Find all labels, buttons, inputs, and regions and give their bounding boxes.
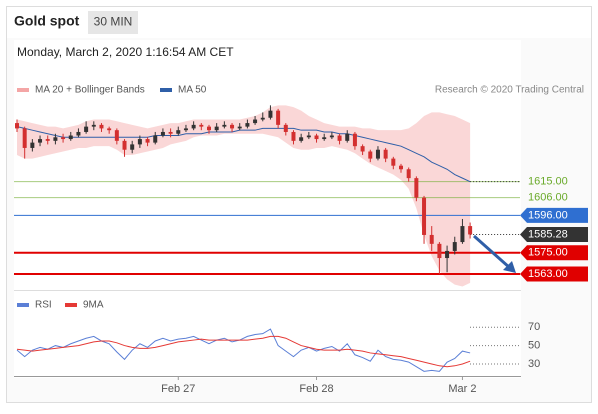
candle-body: [91, 124, 96, 127]
y-tick-label: 50: [528, 339, 540, 351]
candle-body: [314, 135, 319, 140]
candle-body: [168, 131, 173, 134]
forecast-arrowhead: [503, 261, 516, 273]
x-tick-label: Feb 27: [161, 383, 195, 395]
legend-label: RSI: [35, 300, 52, 311]
candle-body: [61, 137, 66, 140]
legend-swatch: [65, 303, 77, 307]
candle-body: [245, 123, 250, 127]
candle-body: [437, 243, 442, 259]
candle-body: [283, 124, 288, 132]
level-label: 1585.28: [528, 228, 568, 240]
candle-body: [53, 137, 58, 141]
candle-body: [253, 119, 258, 124]
candle-body: [383, 149, 388, 159]
candle-body: [352, 133, 357, 147]
candle-body: [414, 178, 419, 198]
level-tag: [520, 266, 588, 282]
candle-body: [45, 139, 50, 141]
candle-body: [15, 123, 19, 129]
candle-body: [191, 124, 196, 129]
timeframe-badge[interactable]: [88, 11, 138, 34]
candle-body: [445, 250, 450, 259]
candle-body: [299, 137, 304, 141]
candle-body: [452, 242, 457, 251]
candle-body: [276, 110, 281, 125]
rsi-line: [16, 328, 471, 372]
level-label: 1563.00: [528, 268, 568, 280]
level-tag: [520, 207, 588, 223]
candle-body: [199, 124, 204, 127]
candle-body: [137, 139, 142, 145]
level-label: 1606.00: [528, 192, 568, 204]
candle-body: [122, 140, 127, 150]
date: Monday, March 2, 2020 1:16:54 AM CET: [17, 45, 234, 59]
candle-body: [99, 124, 104, 129]
candle-body: [38, 139, 43, 143]
level-label: 1575.00: [528, 247, 568, 259]
candle-body: [422, 197, 427, 235]
legend-label: MA 20 + Bollinger Bands: [35, 85, 145, 96]
forecast-arrow: [473, 234, 511, 270]
candle-body: [468, 226, 473, 235]
candle-body: [345, 133, 350, 141]
candle-body: [337, 135, 342, 141]
candle-body: [291, 131, 296, 141]
candle-body: [406, 169, 411, 179]
candle-body: [322, 137, 327, 140]
legend-swatch: [17, 303, 29, 307]
legend-label: 9MA: [83, 300, 104, 311]
title: Gold spot: [14, 13, 80, 29]
plot-bg: [14, 40, 521, 378]
candle-body: [68, 135, 73, 140]
credit: Research © 2020 Trading Central: [435, 85, 584, 96]
candle-body: [391, 158, 396, 166]
candle-body: [207, 126, 211, 131]
candle-body: [399, 165, 403, 170]
level-tag: [520, 245, 588, 261]
x-tick-label: Mar 2: [448, 383, 476, 395]
candle-body: [375, 149, 380, 159]
y-tick-label: 70: [528, 321, 540, 333]
candle-body: [429, 234, 434, 244]
level-tag: [520, 226, 588, 242]
y-tick-label: 30: [528, 358, 540, 370]
legend-swatch: [17, 88, 29, 92]
candle-body: [360, 146, 365, 152]
candle-body: [214, 126, 219, 131]
timeframe[interactable]: 30 MIN: [94, 15, 133, 29]
candle-body: [76, 131, 81, 136]
candle-body: [230, 124, 235, 129]
level-label: 1596.00: [528, 209, 568, 221]
candle-body: [176, 130, 181, 134]
candle-body: [222, 124, 227, 127]
candle-body: [368, 151, 373, 159]
candle-body: [153, 135, 158, 143]
candle-body: [183, 128, 188, 131]
candle-body: [130, 144, 135, 150]
candle-body: [160, 131, 165, 136]
candle-body: [329, 135, 334, 138]
candle-body: [30, 142, 35, 148]
candle-body: [237, 126, 242, 129]
candle-body: [114, 130, 119, 141]
candle-body: [22, 128, 27, 148]
candle-body: [306, 135, 311, 138]
x-tick-label: Feb 28: [299, 383, 333, 395]
candle-body: [260, 117, 265, 120]
candle-body: [107, 128, 112, 131]
candle-body: [460, 226, 465, 243]
candle-body: [268, 110, 273, 118]
legend-label: MA 50: [178, 85, 207, 96]
bollinger-band: [17, 105, 471, 287]
legend-swatch: [160, 88, 172, 92]
candle-body: [145, 139, 150, 143]
level-label: 1615.00: [528, 176, 568, 188]
candle-body: [84, 126, 89, 132]
ma-line: [16, 126, 471, 183]
rsi-line: [16, 335, 471, 368]
